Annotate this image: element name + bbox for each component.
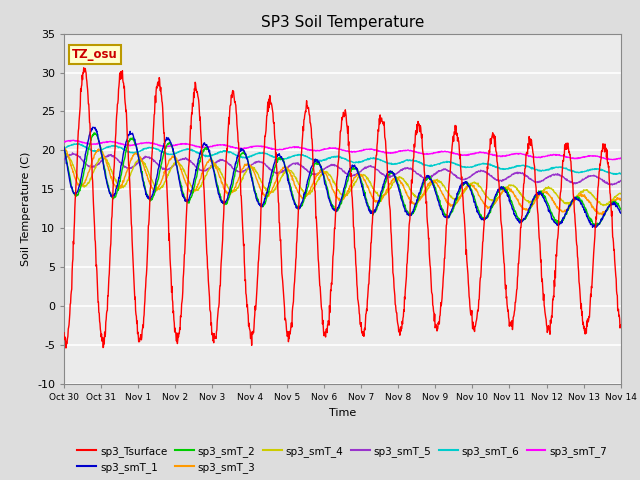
Line: sp3_smT_7: sp3_smT_7 [64, 140, 621, 160]
sp3_smT_4 [502, 185, 509, 191]
Line: sp3_smT_2: sp3_smT_2 [64, 133, 621, 226]
sp3_smT_4 [184, 178, 192, 184]
sp3_smT_5 [429, 172, 437, 178]
sp3_smT_2 [171, 152, 179, 158]
sp3_smT_6 [502, 166, 509, 171]
sp3_smT_2 [91, 130, 99, 136]
sp3_smT_4 [617, 191, 625, 197]
Y-axis label: Soil Temperature (C): Soil Temperature (C) [21, 152, 31, 266]
sp3_smT_7 [70, 137, 77, 143]
Line: sp3_smT_3: sp3_smT_3 [64, 147, 621, 215]
sp3_smT_1 [89, 124, 97, 130]
sp3_smT_7 [246, 144, 254, 150]
sp3_smT_7 [502, 153, 509, 158]
sp3_smT_7 [429, 150, 437, 156]
Line: sp3_smT_4: sp3_smT_4 [64, 154, 621, 205]
sp3_smT_5 [502, 176, 509, 182]
sp3_smT_2 [502, 187, 509, 192]
Text: TZ_osu: TZ_osu [72, 48, 118, 61]
sp3_smT_2 [184, 199, 192, 204]
sp3_smT_3 [598, 212, 606, 217]
sp3_smT_3 [171, 155, 179, 160]
sp3_smT_1 [551, 219, 559, 225]
sp3_smT_1 [592, 225, 600, 230]
sp3_smT_3 [246, 163, 254, 168]
sp3_smT_6 [611, 171, 619, 177]
Line: sp3_smT_1: sp3_smT_1 [64, 127, 621, 228]
sp3_Tsurface [617, 322, 625, 328]
sp3_smT_7 [611, 157, 619, 163]
sp3_smT_5 [171, 161, 179, 167]
sp3_smT_6 [551, 165, 559, 170]
sp3_smT_6 [246, 154, 254, 159]
sp3_Tsurface [502, 295, 510, 301]
sp3_smT_7 [60, 139, 68, 144]
sp3_smT_7 [171, 143, 179, 148]
sp3_smT_5 [551, 172, 559, 178]
sp3_smT_5 [184, 157, 192, 163]
sp3_smT_4 [246, 164, 254, 169]
sp3_smT_4 [171, 160, 179, 166]
sp3_smT_6 [171, 151, 179, 156]
sp3_smT_1 [60, 144, 68, 150]
sp3_smT_4 [551, 190, 559, 196]
sp3_smT_3 [60, 144, 68, 150]
sp3_smT_3 [551, 201, 559, 206]
sp3_Tsurface [185, 165, 193, 170]
sp3_smT_6 [429, 163, 437, 168]
sp3_Tsurface [429, 308, 437, 314]
sp3_smT_2 [592, 223, 600, 228]
sp3_Tsurface [552, 275, 559, 281]
Title: SP3 Soil Temperature: SP3 Soil Temperature [260, 15, 424, 30]
sp3_smT_3 [617, 197, 625, 203]
sp3_smT_5 [60, 157, 68, 163]
sp3_smT_2 [429, 180, 437, 186]
sp3_smT_5 [617, 178, 625, 183]
Legend: sp3_Tsurface, sp3_smT_1, sp3_smT_2, sp3_smT_3, sp3_smT_4, sp3_smT_5, sp3_smT_6, : sp3_Tsurface, sp3_smT_1, sp3_smT_2, sp3_… [73, 442, 612, 477]
sp3_smT_3 [61, 144, 68, 150]
sp3_smT_1 [429, 182, 437, 188]
sp3_smT_6 [75, 141, 83, 146]
sp3_smT_5 [68, 150, 76, 156]
Line: sp3_Tsurface: sp3_Tsurface [64, 68, 621, 348]
sp3_smT_4 [429, 178, 437, 184]
sp3_smT_4 [600, 203, 607, 208]
sp3_smT_2 [60, 144, 68, 150]
sp3_smT_6 [184, 146, 192, 152]
sp3_smT_3 [184, 186, 192, 192]
sp3_smT_3 [502, 184, 509, 190]
sp3_smT_1 [171, 154, 179, 159]
sp3_Tsurface [60, 330, 68, 336]
sp3_smT_1 [617, 210, 625, 216]
sp3_smT_4 [63, 151, 70, 156]
sp3_Tsurface [80, 65, 88, 71]
sp3_smT_1 [246, 170, 254, 176]
sp3_smT_7 [184, 141, 192, 147]
sp3_smT_2 [246, 167, 254, 173]
sp3_smT_5 [609, 182, 616, 188]
sp3_smT_4 [60, 152, 68, 157]
sp3_smT_6 [60, 146, 68, 152]
sp3_smT_2 [617, 206, 625, 212]
sp3_smT_1 [184, 197, 192, 203]
sp3_smT_6 [617, 171, 625, 177]
Line: sp3_smT_6: sp3_smT_6 [64, 144, 621, 174]
sp3_smT_7 [551, 152, 559, 157]
sp3_Tsurface [247, 335, 255, 341]
sp3_smT_7 [617, 155, 625, 161]
sp3_Tsurface [62, 345, 70, 351]
Line: sp3_smT_5: sp3_smT_5 [64, 153, 621, 185]
sp3_smT_5 [246, 163, 254, 168]
sp3_smT_2 [551, 217, 559, 223]
sp3_Tsurface [172, 325, 179, 331]
X-axis label: Time: Time [329, 408, 356, 418]
sp3_smT_3 [429, 179, 437, 184]
sp3_smT_1 [502, 188, 509, 194]
